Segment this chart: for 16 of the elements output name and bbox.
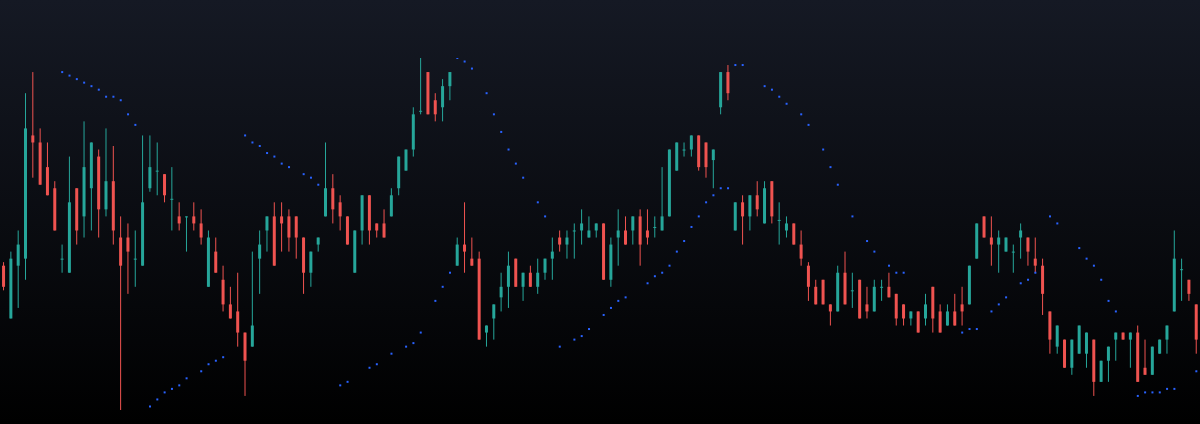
- candlestick: [31, 72, 35, 178]
- candlestick: [653, 216, 657, 238]
- candlestick: [1180, 258, 1184, 301]
- candlestick: [1011, 244, 1015, 273]
- candlestick: [419, 58, 423, 115]
- candlestick: [170, 167, 174, 231]
- candlestick: [880, 279, 884, 301]
- candlestick: [850, 272, 854, 308]
- candlestick: [155, 142, 159, 196]
- candlestick: [60, 244, 64, 273]
- candlestick: [133, 230, 137, 287]
- candlestick: [682, 142, 686, 157]
- candlestick: [463, 202, 467, 273]
- candlestick: [777, 202, 781, 245]
- candlestick: [572, 223, 576, 259]
- candlestick: [184, 216, 188, 252]
